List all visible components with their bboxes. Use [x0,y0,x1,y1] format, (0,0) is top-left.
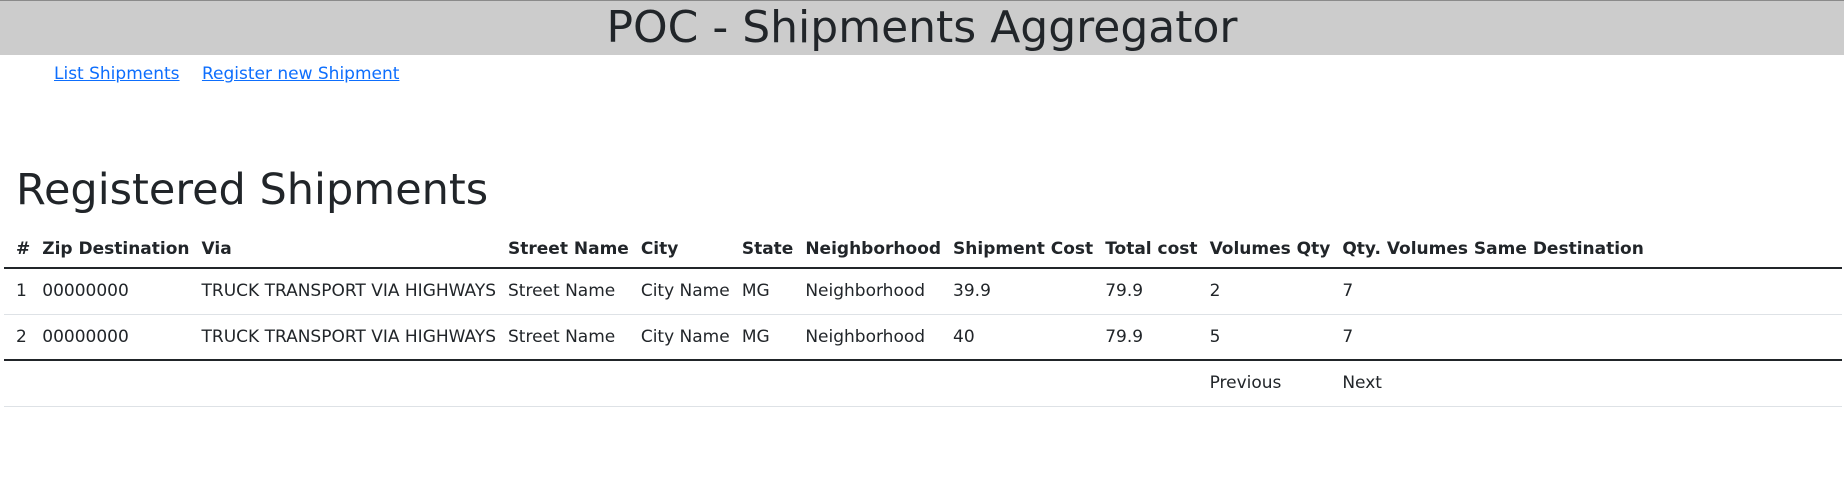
col-header-city: City [628,230,730,269]
next-button[interactable]: Next [1342,373,1382,394]
list-shipments-link[interactable]: List Shipments [54,64,180,84]
col-header-zip-destination: Zip Destination [30,230,190,269]
col-header-index: # [4,230,31,269]
cell-qty-volumes-same-destination: 7 [1330,314,1842,361]
previous-button[interactable]: Previous [1209,373,1282,394]
cell-total-cost: 79.9 [1093,268,1198,315]
col-header-total-cost: Total cost [1093,230,1198,269]
app-header: POC - Shipments Aggregator [0,0,1844,55]
cell-neighborhood: Neighborhood [793,268,942,315]
shipments-table: # Zip Destination Via Street Name City S… [4,230,1842,407]
cell-volumes-qty: 5 [1197,314,1331,361]
cell-state: MG [729,268,794,315]
cell-zip-destination: 00000000 [30,268,190,315]
cell-index: 2 [4,314,31,361]
table-row: 1 00000000 TRUCK TRANSPORT VIA HIGHWAYS … [4,268,1842,315]
cell-city: City Name [628,314,730,361]
col-header-volumes-qty: Volumes Qty [1197,230,1331,269]
cell-shipment-cost: 39.9 [941,268,1094,315]
pagination-row: Previous Next [4,360,1842,407]
cell-index: 1 [4,268,31,315]
register-shipment-link[interactable]: Register new Shipment [201,64,400,84]
cell-total-cost: 79.9 [1093,314,1198,361]
col-header-qty-volumes-same-destination: Qty. Volumes Same Destination [1330,230,1842,269]
cell-via: TRUCK TRANSPORT VIA HIGHWAYS [189,314,497,361]
cell-neighborhood: Neighborhood [793,314,942,361]
cell-street-name: Street Name [496,268,629,315]
cell-zip-destination: 00000000 [30,314,190,361]
cell-city: City Name [628,268,730,315]
cell-via: TRUCK TRANSPORT VIA HIGHWAYS [189,268,497,315]
cell-qty-volumes-same-destination: 7 [1330,268,1842,315]
page-title: Registered Shipments [16,165,489,215]
cell-shipment-cost: 40 [941,314,1094,361]
col-header-shipment-cost: Shipment Cost [941,230,1094,269]
cell-state: MG [729,314,794,361]
col-header-state: State [729,230,794,269]
col-header-neighborhood: Neighborhood [793,230,942,269]
nav-links: List Shipments Register new Shipment [54,64,416,84]
cell-volumes-qty: 2 [1197,268,1331,315]
cell-street-name: Street Name [496,314,629,361]
col-header-via: Via [189,230,497,269]
table-header-row: # Zip Destination Via Street Name City S… [4,230,1842,269]
col-header-street-name: Street Name [496,230,629,269]
table-row: 2 00000000 TRUCK TRANSPORT VIA HIGHWAYS … [4,314,1842,361]
app-title: POC - Shipments Aggregator [606,2,1238,53]
